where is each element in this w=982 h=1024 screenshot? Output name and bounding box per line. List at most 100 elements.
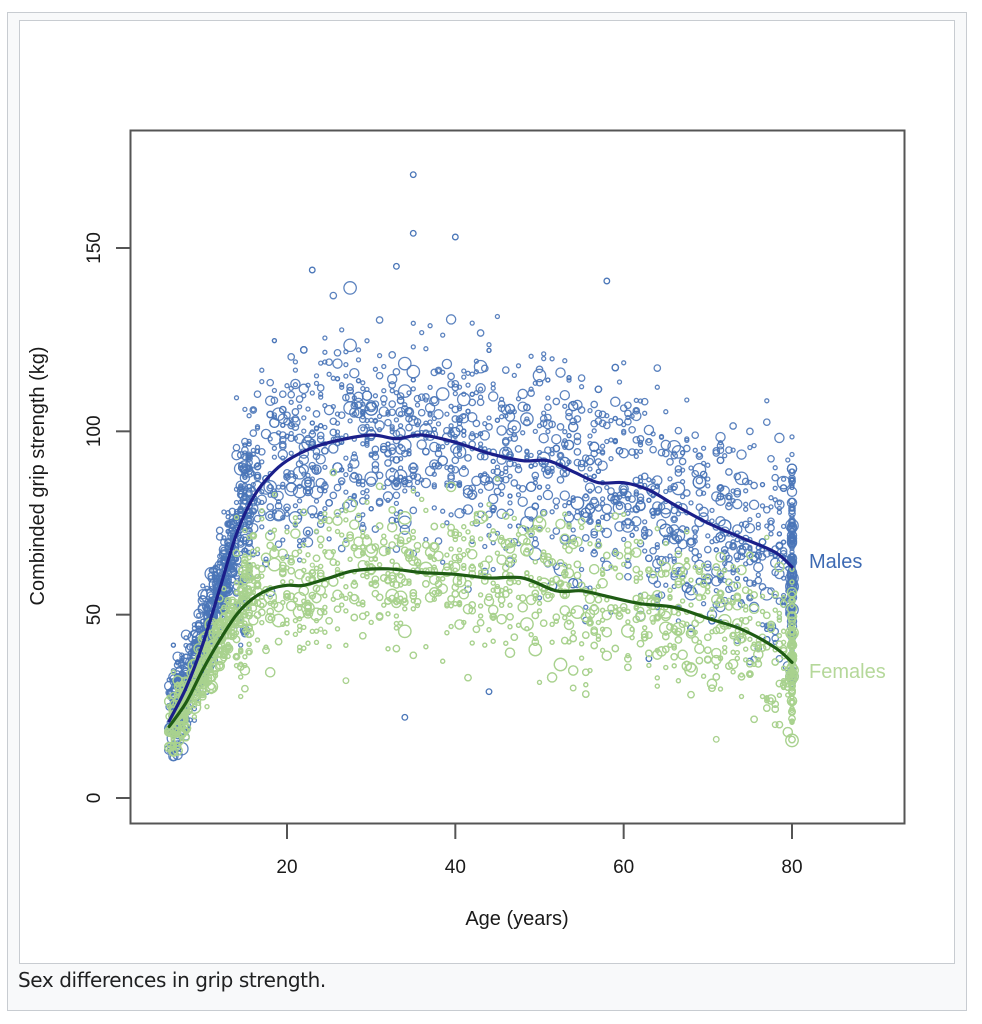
males-point	[604, 413, 610, 419]
males-outlier-point	[485, 688, 493, 696]
males-point	[292, 359, 299, 365]
females-point	[246, 641, 252, 647]
females-point	[238, 693, 244, 700]
males-point	[476, 452, 485, 461]
males-point	[309, 429, 315, 435]
males-point	[400, 477, 409, 486]
males-point	[715, 431, 726, 443]
females-point	[632, 565, 641, 574]
males-point	[364, 471, 379, 486]
females-point	[406, 537, 412, 543]
males-point	[284, 524, 290, 530]
males-point	[642, 410, 648, 416]
males-point	[691, 431, 700, 440]
males-point	[663, 582, 669, 588]
males-point	[386, 373, 398, 385]
males-point	[559, 490, 571, 501]
males-point	[364, 494, 370, 500]
males-point	[313, 425, 320, 431]
males-point	[221, 535, 227, 541]
males-point	[267, 431, 282, 446]
males-point	[249, 406, 258, 414]
males-point	[246, 441, 252, 447]
males-point	[532, 461, 538, 468]
males-point	[381, 400, 387, 407]
males-point	[591, 428, 597, 434]
males-point	[674, 426, 683, 435]
females-point	[483, 595, 495, 607]
females-point	[717, 686, 724, 692]
males-point	[313, 513, 320, 519]
females-point	[705, 589, 711, 595]
males-point	[357, 424, 369, 435]
males-point	[531, 502, 540, 511]
males-point	[389, 467, 395, 473]
females-point	[750, 591, 758, 599]
males-point	[396, 392, 405, 400]
males-point	[679, 450, 686, 456]
males-point	[535, 378, 544, 387]
females-point	[456, 547, 463, 553]
males-point	[663, 409, 669, 415]
males-point	[624, 401, 632, 410]
females-point	[427, 553, 433, 559]
males-point	[414, 402, 421, 408]
males-point	[296, 543, 303, 549]
females-point	[678, 620, 687, 629]
males-point	[615, 502, 624, 511]
males-point	[629, 520, 635, 527]
males-point	[615, 418, 624, 426]
females-point	[684, 621, 690, 627]
females-point	[661, 569, 670, 578]
males-point	[469, 320, 475, 326]
males-point	[262, 559, 270, 568]
males-point	[250, 486, 256, 492]
males-point	[525, 481, 537, 493]
males-point	[700, 460, 707, 467]
males-point	[316, 431, 325, 440]
males-point	[379, 445, 388, 454]
females-point	[353, 536, 364, 547]
males-point	[715, 531, 726, 543]
males-point	[198, 594, 207, 603]
males-point	[364, 417, 370, 424]
males-point	[528, 386, 534, 392]
males-point	[332, 462, 343, 473]
males-point	[552, 444, 561, 453]
males-point	[732, 524, 743, 535]
males-point	[717, 484, 724, 490]
females-point	[684, 557, 690, 564]
males-point	[451, 415, 460, 423]
males-point	[506, 427, 514, 436]
females-point	[789, 699, 795, 705]
females-point	[388, 541, 397, 549]
females-point	[674, 550, 683, 559]
males-point	[507, 493, 513, 499]
males-point	[657, 448, 666, 457]
males-point	[584, 482, 596, 493]
males-point	[494, 313, 501, 320]
males-point	[292, 503, 299, 509]
males-point	[551, 433, 562, 445]
males-point	[652, 501, 663, 512]
females-point	[296, 605, 303, 611]
males-point	[246, 511, 252, 517]
females-point	[485, 555, 493, 564]
females-point	[490, 587, 496, 593]
females-point	[479, 560, 491, 571]
males-point	[179, 670, 185, 676]
males-point	[720, 546, 729, 554]
males-point	[287, 353, 296, 361]
males-point	[420, 477, 432, 489]
males-point	[703, 545, 712, 554]
females-point	[245, 623, 253, 632]
females-point	[549, 621, 555, 628]
males-point	[556, 423, 565, 431]
males-point	[266, 503, 275, 511]
males-point	[368, 451, 374, 457]
females-point	[577, 517, 586, 526]
males-point	[480, 364, 489, 373]
males-point	[670, 570, 679, 578]
females-point	[485, 593, 493, 602]
males-point	[322, 335, 328, 341]
